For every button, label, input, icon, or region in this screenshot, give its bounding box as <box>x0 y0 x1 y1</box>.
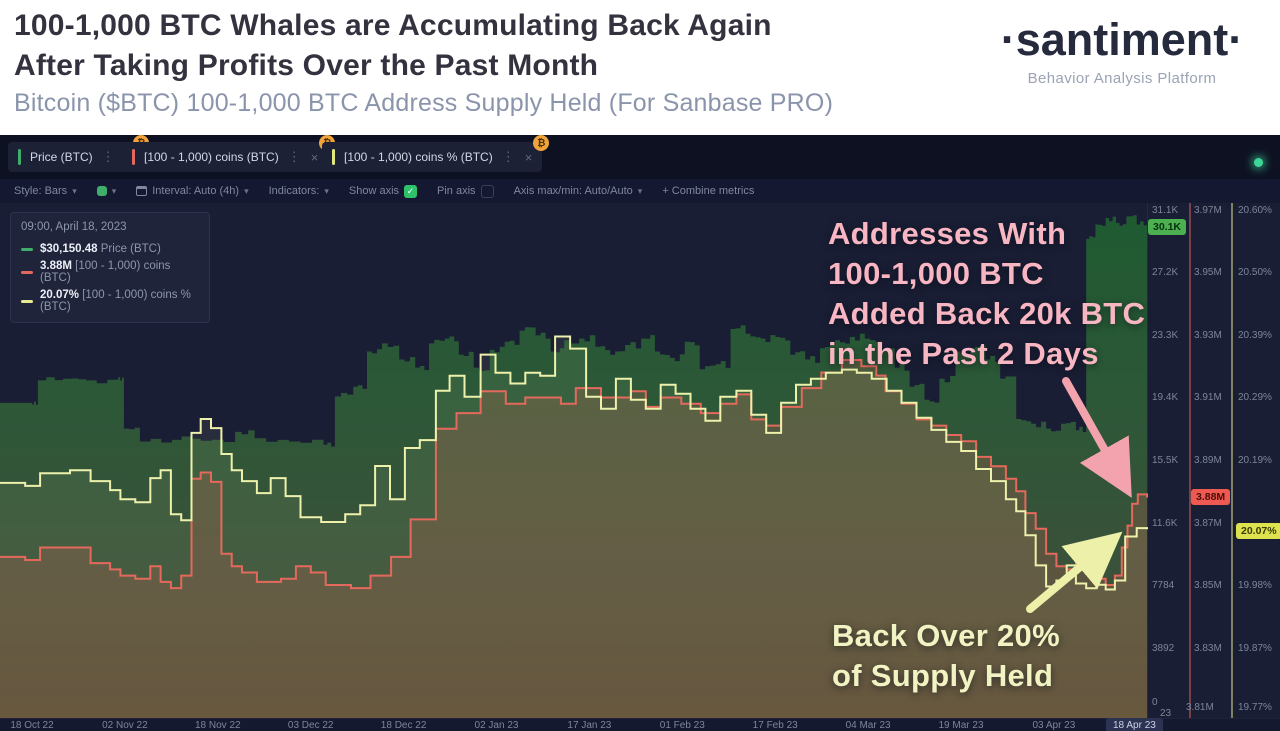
kebab-menu-icon[interactable]: ⋮ <box>101 149 116 164</box>
x-axis-tick: 03 Apr 23 <box>1032 720 1076 731</box>
kebab-menu-icon[interactable]: ⋮ <box>287 149 302 164</box>
price-axis-tick: 19.4K <box>1152 392 1179 403</box>
axis-maxmin-dropdown[interactable]: Axis max/min: Auto/Auto ▾ <box>513 185 643 197</box>
price-axis-tick: 27.2K <box>1152 267 1179 278</box>
x-axis-tick: 19 Mar 23 <box>938 720 984 731</box>
price-axis-tick: 11.6K <box>1152 518 1178 529</box>
price-axis-tick: 0 <box>1152 697 1158 708</box>
chevron-down-icon: ▾ <box>111 185 117 196</box>
coins-axis-tick: 3.97M <box>1194 205 1222 216</box>
combine-metrics-button[interactable]: + Combine metrics <box>662 185 755 197</box>
x-axis-tick: 18 Oct 22 <box>10 720 54 731</box>
tooltip-row-percent: 20.07% [100 - 1,000) coins % (BTC) <box>21 289 199 313</box>
x-axis-tick: 02 Nov 22 <box>102 720 148 731</box>
price-series-swatch <box>21 247 33 251</box>
coins-axis-tick: 3.85M <box>1194 580 1222 591</box>
percent-axis-tick: 19.77% <box>1238 702 1272 713</box>
checkbox-checked-icon[interactable]: ✓ <box>404 184 418 198</box>
tab-label: Price (BTC) <box>30 150 93 164</box>
style-dropdown[interactable]: Style: Bars ▾ <box>14 185 77 197</box>
annotation-accumulation: Addresses With 100-1,000 BTC Added Back … <box>828 216 1146 371</box>
pin-axis-toggle[interactable]: Pin axis <box>437 184 494 198</box>
coins-axis-tick: 3.83M <box>1194 643 1222 654</box>
chevron-down-icon: ▾ <box>72 185 77 196</box>
percent-axis-tick: 20.50% <box>1238 267 1272 278</box>
price-axis-tick: 23.3K <box>1152 330 1179 341</box>
tab-color-bar <box>132 149 135 165</box>
live-status-dot <box>1254 158 1263 167</box>
x-axis-tick: 04 Mar 23 <box>845 720 891 731</box>
x-axis-tick: 18 Dec 22 <box>380 720 427 731</box>
page-subtitle: Bitcoin ($BTC) 100-1,000 BTC Address Sup… <box>14 88 834 117</box>
metric-tabbar: Price (BTC) ⋮ × ₿ [100 - 1,000) coins (B… <box>0 135 1280 179</box>
percent-axis-tick: 19.87% <box>1238 643 1272 654</box>
show-axis-toggle[interactable]: Show axis ✓ <box>349 184 418 198</box>
percent-axis-tick: 20.60% <box>1238 205 1272 216</box>
tab-coins-btc[interactable]: [100 - 1,000) coins (BTC) ⋮ × ₿ <box>122 135 336 172</box>
tab-price-btc[interactable]: Price (BTC) ⋮ × ₿ <box>8 135 150 172</box>
percent-current-badge: 20.07% <box>1236 523 1280 539</box>
bitcoin-badge-icon: ₿ <box>533 135 550 151</box>
percent-axis-tick: 19.98% <box>1238 580 1272 591</box>
tab-color-bar <box>332 149 335 165</box>
price-axis-tick: 7784 <box>1152 580 1175 591</box>
kebab-menu-icon[interactable]: ⋮ <box>501 149 516 164</box>
santiment-brand: ·santiment· Behavior Analysis Platform <box>972 14 1272 87</box>
tab-color-bar <box>18 149 21 165</box>
interval-dropdown[interactable]: Interval: Auto (4h) ▾ <box>136 185 249 197</box>
chevron-down-icon: ▾ <box>244 185 249 196</box>
x-axis-tick: 17 Jan 23 <box>567 720 612 731</box>
checkbox-unchecked-icon[interactable] <box>480 184 494 198</box>
percent-axis-tick: 20.19% <box>1238 455 1272 466</box>
coins-axis-tick: 3.91M <box>1194 392 1222 403</box>
chevron-down-icon: ▾ <box>324 185 329 196</box>
indicators-dropdown[interactable]: Indicators: ▾ <box>268 185 329 197</box>
price-axis-tick: 15.5K <box>1152 455 1179 466</box>
chart-toolbar: Style: Bars ▾ ▾ Interval: Auto (4h) ▾ Indi… <box>0 179 1280 203</box>
price-current-badge: 30.1K <box>1148 219 1187 235</box>
x-axis-corner-label: 23 <box>1160 708 1172 719</box>
color-swatch-dropdown[interactable]: ▾ <box>96 185 117 197</box>
tab-label: [100 - 1,000) coins (BTC) <box>144 150 279 164</box>
tab-coins-pct-btc[interactable]: [100 - 1,000) coins % (BTC) ⋮ × ₿ <box>322 135 550 172</box>
coins-axis-tick: 3.87M <box>1194 518 1222 529</box>
tooltip-timestamp: 09:00, April 18, 2023 <box>21 221 127 233</box>
x-axis-active-date: 18 Apr 23 <box>1106 718 1163 731</box>
calendar-icon <box>136 186 148 196</box>
tab-label: [100 - 1,000) coins % (BTC) <box>344 150 493 164</box>
annotation-supply-held: Back Over 20% of Supply Held <box>832 618 1060 693</box>
chevron-down-icon: ▾ <box>637 185 643 196</box>
percent-axis-tick: 20.39% <box>1238 330 1272 341</box>
coins-axis-tick: 3.81M <box>1186 702 1214 713</box>
chart-panel: Price (BTC) ⋮ × ₿ [100 - 1,000) coins (B… <box>0 135 1280 731</box>
close-icon[interactable]: × <box>524 149 533 165</box>
x-axis-tick: 02 Jan 23 <box>474 720 519 731</box>
coins-axis-tick: 3.93M <box>1194 330 1222 341</box>
percent-series-swatch <box>21 299 33 303</box>
close-icon[interactable]: × <box>310 149 319 165</box>
chart-canvas[interactable] <box>0 135 1280 731</box>
coins-axis-tick: 3.89M <box>1194 455 1222 466</box>
x-axis-tick: 01 Feb 23 <box>659 720 705 731</box>
x-axis-tick: 18 Nov 22 <box>195 720 241 731</box>
price-axis-tick: 31.1K <box>1152 205 1179 216</box>
x-axis-tick: 03 Dec 22 <box>287 720 334 731</box>
coins-axis-tick: 3.95M <box>1194 267 1222 278</box>
price-axis-tick: 3892 <box>1152 643 1175 654</box>
tooltip-row-price: $30,150.48 Price (BTC) <box>21 243 199 255</box>
x-axis-tick: 17 Feb 23 <box>752 720 798 731</box>
percent-axis-tick: 20.29% <box>1238 392 1272 403</box>
x-axis-band <box>0 718 1280 731</box>
green-swatch-icon <box>96 186 107 196</box>
santiment-tagline: Behavior Analysis Platform <box>1027 70 1217 87</box>
coins-current-badge: 3.88M <box>1191 489 1231 505</box>
santiment-logo: ·santiment· <box>1000 14 1244 65</box>
coins-series-swatch <box>21 270 33 274</box>
page-title: 100-1,000 BTC Whales are Accumulating Ba… <box>14 9 772 82</box>
chart-tooltip: 09:00, April 18, 2023 $30,150.48 Price (… <box>10 212 210 323</box>
page-header: 100-1,000 BTC Whales are Accumulating Ba… <box>0 0 1280 135</box>
tooltip-row-coins: 3.88M [100 - 1,000) coins (BTC) <box>21 260 199 284</box>
